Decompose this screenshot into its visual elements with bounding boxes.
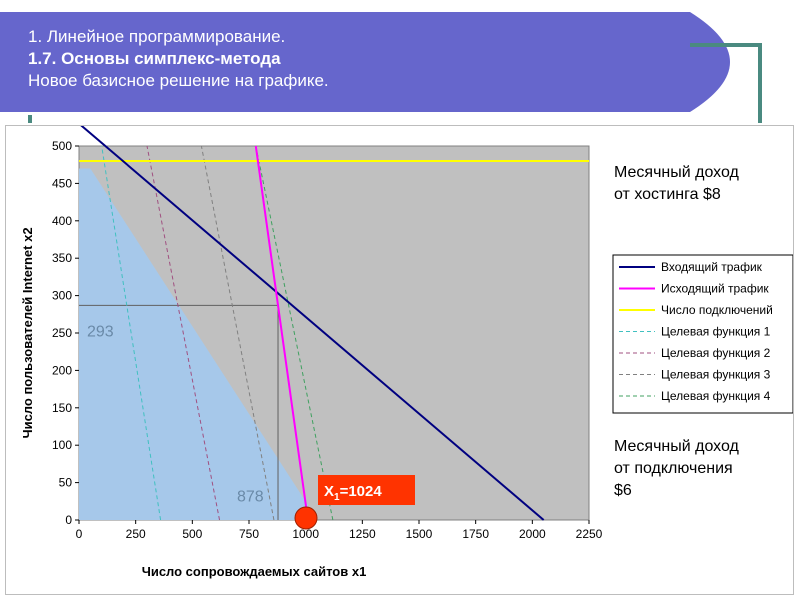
legend-entry-5: Целевая функция 2 [661,346,771,360]
series-line-5 [146,145,221,521]
legend-box [612,254,793,414]
x-axis-label: Число сопровождаемых сайтов x1 [142,564,367,579]
connection-income-line-2: от подключения [614,460,733,477]
x-tick-label-1: 250 [126,527,146,541]
series-line-6 [200,145,275,521]
series-line-4 [101,145,162,521]
x-tick-label-7: 1750 [462,527,489,541]
x-tick-label-9: 2250 [576,527,603,541]
title-banner [0,12,730,112]
connection-income-line-1: Месячный доход [614,438,739,455]
connection-income-line-3: $6 [614,482,632,499]
legend-entry-1: Входящий трафик [661,260,763,274]
solution-point-marker [294,506,318,530]
y-tick-label-2: 100 [52,438,72,452]
legend-entry-7: Целевая функция 4 [661,389,771,403]
decorative-lines [28,43,762,123]
hosting-income-line-1: Месячный доход [614,164,739,181]
legend-entry-2: Исходящий трафик [661,282,769,296]
chart: 0 50 100 150 200 250 300 350 400 450 500 0 250 500 750… [20,126,793,579]
y-tick-label-3: 150 [52,401,72,415]
series-line-7 [255,145,334,521]
series-line-2 [254,145,309,521]
y-tick-label-7: 350 [52,251,72,265]
y-tick-label-10: 500 [52,139,72,153]
legend-entry-3: Число подключений [661,303,773,317]
solution-label-box [318,475,415,505]
x-tick-label-8: 2000 [519,527,546,541]
y-axis-label: Число пользователей Internet x2 [20,227,35,438]
x-tick-label-6: 1500 [406,527,433,541]
y-tick-label-0: 0 [65,513,72,527]
slide-title: 1. Линейное программирование. 1.7. Основ… [28,26,329,92]
x-tick-label-3: 750 [239,527,259,541]
legend-entry-6: Целевая функция 3 [661,368,771,382]
series-line-1 [80,126,545,521]
feasible-region [79,168,308,520]
annotation-x-value: 878 [237,488,264,505]
x-tick-label-5: 1250 [349,527,376,541]
x-tick-label-0: 0 [76,527,83,541]
legend-entry-4: Целевая функция 1 [661,325,771,339]
title-line-1: 1. Линейное программирование. [28,27,286,46]
y-tick-label-1: 50 [59,476,73,490]
title-line-3: Новое базисное решение на графике. [28,71,329,90]
y-tick-label-5: 250 [52,326,72,340]
title-line-2: 1.7. Основы симплекс-метода [28,49,281,68]
annotation-y-value: 293 [87,324,114,341]
x-tick-label-2: 500 [182,527,202,541]
y-tick-label-4: 200 [52,363,72,377]
y-tick-label-8: 400 [52,214,72,228]
x-tick-label-4: 1000 [292,527,319,541]
solution-label: X1=1024 [324,483,382,503]
y-tick-label-9: 450 [52,176,72,190]
hosting-income-note: Месячный доход от хостинга $8 [614,162,739,206]
hosting-income-line-2: от хостинга $8 [614,186,721,203]
y-tick-label-6: 300 [52,289,72,303]
chart-frame: 0 50 100 150 200 250 300 350 400 450 500 0 250 500 750… [5,125,794,595]
connection-income-note: Месячный доход от подключения $6 [614,436,739,502]
